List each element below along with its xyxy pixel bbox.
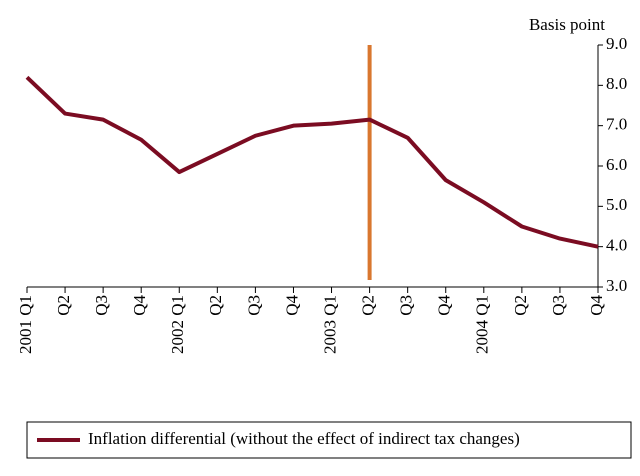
y-tick-label: 3.0 <box>606 276 627 295</box>
legend-label: Inflation differential (without the effe… <box>88 429 520 448</box>
data-line <box>25 75 599 249</box>
x-tick-label: Q2 <box>511 295 530 316</box>
x-tick-label: Q4 <box>587 295 606 316</box>
x-tick-label: Q4 <box>435 295 454 316</box>
y-tick-label: 6.0 <box>606 155 627 174</box>
x-tick-label: Q2 <box>206 295 225 316</box>
x-tick-label: Q2 <box>359 295 378 316</box>
x-tick-label: 2002 Q1 <box>168 295 187 354</box>
x-tick-label: Q4 <box>282 295 301 316</box>
x-tick-label: Q3 <box>244 295 263 316</box>
y-tick-label: 5.0 <box>606 195 627 214</box>
legend-box <box>26 421 632 459</box>
x-tick-label: Q2 <box>54 295 73 316</box>
x-tick-label: Q3 <box>92 295 111 316</box>
y-tick-label: 4.0 <box>606 236 627 255</box>
x-tick-label: Q3 <box>397 295 416 316</box>
y-tick-label: 7.0 <box>606 115 627 134</box>
x-tick-label: 2003 Q1 <box>320 295 339 354</box>
y-axis-label: Basis point <box>529 15 605 34</box>
y-tick-label: 8.0 <box>606 74 627 93</box>
x-tick-label: Q3 <box>549 295 568 316</box>
x-tick-label: 2001 Q1 <box>16 295 35 354</box>
x-tick-label: Q4 <box>130 295 149 316</box>
y-tick-label: 9.0 <box>606 34 627 53</box>
x-tick-label: 2004 Q1 <box>473 295 492 354</box>
